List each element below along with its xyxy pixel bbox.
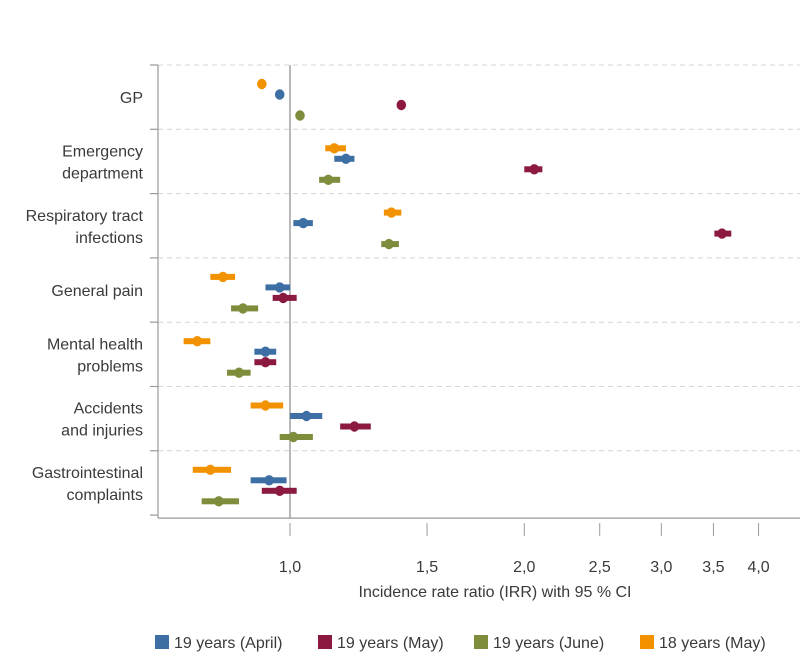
point-estimate	[274, 282, 285, 293]
series-19-years-may-	[254, 99, 732, 496]
x-axis-title: Incidence rate ratio (IRR) with 95 % CI	[359, 584, 632, 601]
point-estimate	[260, 346, 271, 357]
data-marks	[183, 78, 732, 507]
x-tick-label: 3,0	[650, 559, 672, 576]
legend-swatch	[474, 635, 488, 649]
point-estimate	[278, 292, 288, 304]
x-tick-label: 3,5	[702, 559, 724, 576]
point-estimate	[218, 271, 228, 283]
point-estimate	[260, 400, 271, 411]
x-tick-label: 1,5	[416, 559, 438, 576]
category-label-line: Accidents	[74, 401, 143, 418]
category-label-line: Respiratory tract	[26, 208, 144, 225]
legend-item: 19 years (April)	[155, 635, 282, 652]
point-estimate	[257, 78, 267, 90]
legend-item: 19 years (June)	[474, 635, 604, 652]
point-estimate	[274, 89, 285, 100]
point-estimate	[192, 336, 203, 347]
category-label-line: Gastrointestinal	[32, 465, 143, 482]
category-label: General pain	[51, 283, 143, 300]
category-labels: GP Emergency department Respiratory tract in…	[26, 90, 144, 504]
axes	[150, 64, 800, 537]
point-estimate	[298, 217, 309, 229]
series-19-years-april-	[250, 89, 355, 486]
legend-label: 19 years (June)	[493, 635, 604, 652]
category-label-line: problems	[77, 358, 143, 375]
point-estimate	[295, 110, 305, 121]
point-estimate	[349, 421, 360, 432]
point-estimate	[717, 228, 727, 239]
point-estimate	[288, 431, 299, 443]
x-tick-label: 2,0	[513, 559, 535, 576]
x-tick-labels: 1,0 1,5 2,0 2,5 3,0 3,5 4,0	[279, 559, 770, 576]
legend-swatch	[640, 635, 654, 649]
category-label-line: Emergency	[62, 143, 143, 160]
point-estimate	[205, 464, 216, 475]
point-estimate	[260, 357, 271, 368]
point-estimate	[341, 153, 351, 164]
category-label: Accidents and injuries	[61, 401, 143, 440]
legend-swatch	[155, 635, 169, 649]
category-label: Mental health problems	[47, 336, 143, 375]
category-label: Emergency department	[62, 143, 143, 182]
category-label: GP	[120, 90, 143, 107]
x-tick-label: 2,5	[589, 559, 611, 576]
x-tick-label: 4,0	[747, 559, 769, 576]
legend-label: 18 years (May)	[659, 635, 766, 652]
category-label-line: department	[62, 165, 143, 182]
x-tick-label: 1,0	[279, 559, 301, 576]
legend-label: 19 years (May)	[337, 635, 444, 652]
point-estimate	[238, 303, 248, 314]
point-estimate	[301, 410, 312, 422]
point-estimate	[386, 207, 397, 218]
category-label-line: complaints	[67, 487, 143, 504]
category-label-line: Mental health	[47, 336, 143, 353]
point-estimate	[213, 496, 224, 507]
point-estimate	[234, 367, 244, 378]
point-estimate	[329, 143, 340, 154]
legend-item: 18 years (May)	[640, 635, 766, 652]
category-label: Gastrointestinal complaints	[32, 465, 143, 504]
gridlines	[158, 64, 800, 452]
point-estimate	[323, 174, 334, 185]
category-label-line: and injuries	[61, 423, 143, 440]
point-estimate	[396, 99, 407, 111]
point-estimate	[529, 164, 540, 175]
category-label-line: infections	[75, 230, 143, 247]
point-estimate	[274, 485, 285, 496]
legend-swatch	[318, 635, 332, 649]
series-19-years-june-	[201, 110, 399, 507]
category-label-line: GP	[120, 90, 143, 107]
category-label: Respiratory tract infections	[26, 208, 144, 247]
legend-item: 19 years (May)	[318, 635, 444, 652]
legend-label: 19 years (April)	[174, 635, 282, 652]
legend: 19 years (April) 19 years (May) 19 years (…	[155, 635, 766, 652]
series-18-years-may-	[183, 78, 402, 475]
point-estimate	[264, 475, 274, 486]
point-estimate	[384, 238, 394, 250]
category-label-line: General pain	[51, 283, 143, 300]
